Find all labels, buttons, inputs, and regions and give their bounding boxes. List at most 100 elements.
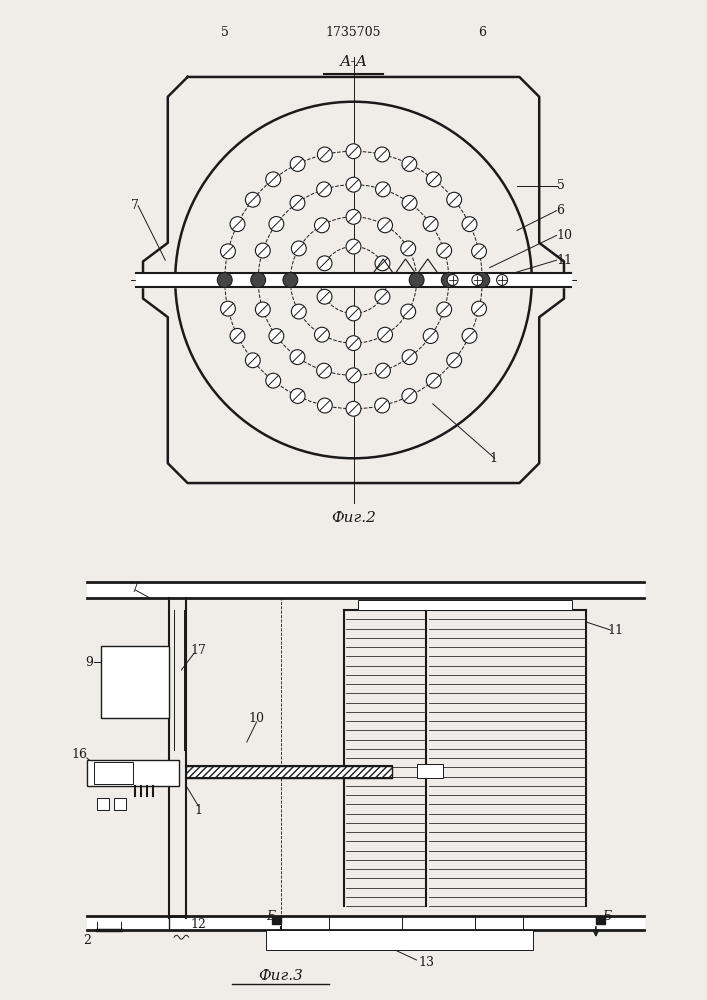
Circle shape [230, 217, 245, 232]
Bar [186, 766, 392, 778]
Circle shape [426, 172, 441, 187]
Circle shape [375, 398, 390, 413]
Circle shape [255, 243, 270, 258]
Bar [101, 646, 169, 718]
Circle shape [291, 304, 306, 319]
Circle shape [375, 256, 390, 271]
Text: 5: 5 [556, 179, 564, 192]
Text: 17: 17 [190, 644, 206, 656]
Circle shape [291, 241, 306, 256]
Text: 2: 2 [83, 934, 90, 946]
Circle shape [283, 273, 298, 287]
Circle shape [472, 244, 486, 259]
Circle shape [401, 304, 416, 319]
Text: 7: 7 [132, 582, 139, 594]
Text: 16: 16 [71, 748, 88, 760]
Circle shape [437, 243, 452, 258]
Circle shape [475, 273, 490, 287]
Text: 6: 6 [478, 26, 486, 39]
Circle shape [315, 327, 329, 342]
Circle shape [462, 217, 477, 232]
Circle shape [378, 327, 392, 342]
Text: 13: 13 [419, 956, 434, 968]
Circle shape [402, 389, 417, 403]
Circle shape [290, 389, 305, 403]
Circle shape [290, 157, 305, 171]
Circle shape [402, 157, 417, 171]
Circle shape [462, 328, 477, 343]
Text: 10: 10 [249, 712, 264, 724]
Circle shape [251, 273, 266, 287]
Circle shape [401, 241, 416, 256]
Circle shape [269, 329, 284, 343]
Circle shape [290, 350, 305, 365]
Text: А-А: А-А [339, 55, 368, 69]
Text: 12: 12 [190, 918, 206, 930]
Circle shape [266, 172, 281, 187]
Circle shape [437, 302, 452, 317]
Circle shape [346, 401, 361, 416]
Bar [97, 798, 109, 810]
Text: Б: Б [602, 910, 611, 923]
Circle shape [346, 209, 361, 224]
Circle shape [269, 217, 284, 231]
Text: 11: 11 [556, 254, 573, 267]
Bar [114, 798, 126, 810]
Bar [416, 764, 443, 778]
Circle shape [266, 373, 281, 388]
Circle shape [317, 256, 332, 271]
Circle shape [447, 275, 458, 285]
Circle shape [290, 195, 305, 210]
Text: 1: 1 [194, 804, 202, 816]
Circle shape [496, 275, 508, 285]
Circle shape [317, 289, 332, 304]
Bar [358, 600, 572, 610]
Circle shape [346, 144, 361, 159]
Circle shape [447, 192, 462, 207]
Circle shape [378, 218, 392, 233]
Circle shape [245, 353, 260, 368]
Circle shape [346, 177, 361, 192]
Text: 11: 11 [607, 624, 624, 637]
Circle shape [447, 353, 462, 368]
Text: 1: 1 [490, 452, 498, 465]
Circle shape [317, 147, 332, 162]
Circle shape [441, 273, 456, 287]
Text: 7: 7 [131, 199, 139, 212]
Circle shape [409, 273, 424, 287]
Circle shape [346, 239, 361, 254]
Circle shape [217, 273, 232, 287]
Text: 5: 5 [221, 26, 228, 39]
Text: 1735705: 1735705 [326, 26, 381, 39]
Circle shape [375, 182, 390, 197]
Circle shape [346, 368, 361, 383]
Circle shape [317, 363, 332, 378]
Text: Фиг.2: Фиг.2 [331, 511, 376, 525]
Text: 6: 6 [556, 204, 565, 217]
Circle shape [315, 218, 329, 233]
Circle shape [230, 328, 245, 343]
Text: Фиг.3: Фиг.3 [258, 969, 303, 983]
Text: 9: 9 [86, 656, 93, 668]
Bar [267, 930, 533, 950]
Text: 10: 10 [556, 229, 573, 242]
Circle shape [472, 301, 486, 316]
Circle shape [426, 373, 441, 388]
Circle shape [255, 302, 270, 317]
Circle shape [245, 192, 260, 207]
Circle shape [221, 301, 235, 316]
Circle shape [375, 147, 390, 162]
Bar [94, 762, 133, 784]
Bar [87, 760, 179, 786]
Circle shape [375, 363, 390, 378]
Circle shape [346, 306, 361, 321]
Circle shape [402, 195, 417, 210]
Circle shape [472, 275, 483, 285]
Circle shape [346, 336, 361, 351]
Circle shape [317, 182, 332, 197]
Circle shape [423, 329, 438, 343]
Circle shape [317, 398, 332, 413]
Text: Б: Б [267, 910, 275, 923]
Circle shape [402, 350, 417, 365]
Circle shape [375, 289, 390, 304]
